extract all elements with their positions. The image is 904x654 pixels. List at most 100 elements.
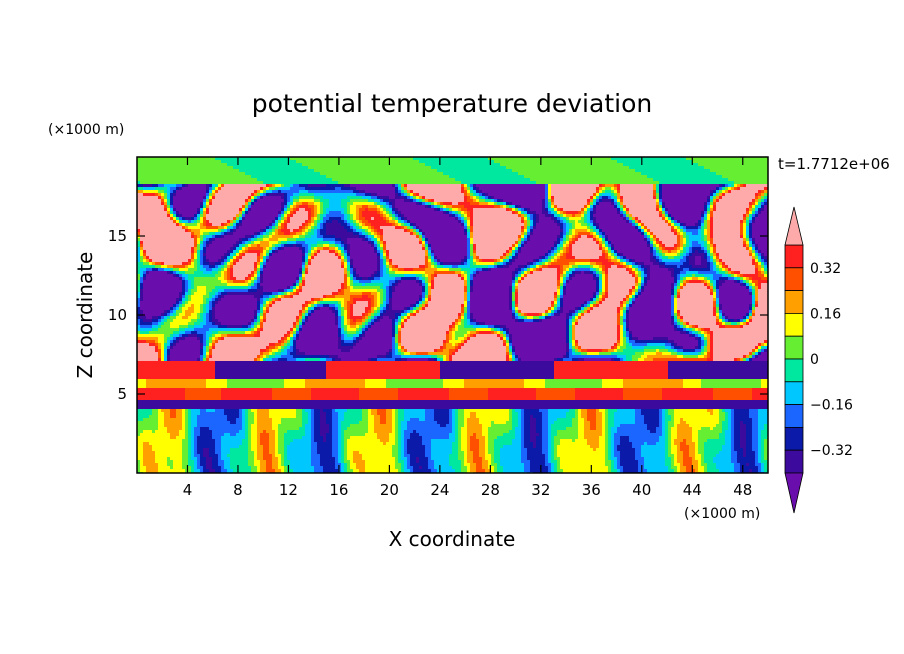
heatmap-cell bbox=[356, 220, 360, 224]
heatmap-cell bbox=[542, 259, 546, 263]
heatmap-cell bbox=[656, 352, 663, 356]
heatmap-cell bbox=[752, 304, 756, 308]
heatmap-cell bbox=[281, 244, 285, 248]
heatmap-cell bbox=[296, 277, 300, 281]
heatmap-cell bbox=[302, 316, 306, 320]
heatmap-cell bbox=[710, 328, 768, 332]
heatmap-cell bbox=[287, 205, 291, 209]
heatmap-cell bbox=[296, 346, 339, 350]
heatmap-cell bbox=[227, 265, 231, 269]
heatmap-cell bbox=[707, 205, 711, 209]
heatmap-cell bbox=[674, 349, 678, 353]
heatmap-cell bbox=[752, 292, 756, 296]
heatmap-cell bbox=[704, 340, 708, 344]
heatmap-cell bbox=[212, 322, 216, 326]
heatmap-cell bbox=[368, 241, 372, 245]
heatmap-cell bbox=[395, 223, 399, 227]
heatmap-cell bbox=[224, 268, 228, 272]
heatmap-cell bbox=[152, 184, 159, 188]
heatmap-cell bbox=[143, 277, 147, 281]
heatmap-cell bbox=[536, 265, 540, 269]
heatmap-cell bbox=[359, 337, 363, 341]
heatmap-cell bbox=[428, 262, 432, 266]
heatmap-cell bbox=[215, 334, 222, 338]
heatmap-cell bbox=[494, 325, 501, 329]
heatmap-cell bbox=[287, 238, 297, 242]
heatmap-cell bbox=[707, 217, 711, 221]
heatmap-cell bbox=[458, 265, 471, 269]
heatmap-cell bbox=[380, 295, 384, 299]
heatmap-cell bbox=[377, 295, 381, 299]
heatmap-cell bbox=[635, 295, 639, 299]
heatmap-cell bbox=[344, 289, 351, 293]
heatmap-cell bbox=[512, 310, 516, 314]
heatmap-cell bbox=[365, 316, 369, 320]
heatmap-cell bbox=[341, 289, 345, 293]
heatmap-cell bbox=[575, 313, 579, 317]
heatmap-cell bbox=[470, 238, 474, 242]
heatmap-cell bbox=[605, 268, 609, 272]
heatmap-cell bbox=[758, 247, 768, 251]
heatmap-cell bbox=[662, 217, 666, 221]
heatmap-cell bbox=[182, 289, 186, 293]
heatmap-cell bbox=[644, 262, 654, 266]
heatmap-cell bbox=[650, 265, 660, 269]
heatmap-cell bbox=[293, 331, 297, 335]
heatmap-cell bbox=[338, 343, 342, 347]
heatmap-cell bbox=[596, 301, 600, 305]
heatmap-cell bbox=[170, 310, 174, 314]
heatmap-cell bbox=[521, 220, 525, 224]
heatmap-cell bbox=[263, 355, 267, 359]
heatmap-cell bbox=[182, 304, 186, 308]
heatmap-cell bbox=[308, 184, 327, 188]
heatmap-cell bbox=[410, 220, 459, 224]
heatmap-cell bbox=[158, 193, 162, 197]
heatmap-cell bbox=[599, 196, 603, 200]
heatmap-cell bbox=[395, 325, 399, 329]
heatmap-cell bbox=[428, 265, 432, 269]
heatmap-cell bbox=[686, 223, 696, 227]
heatmap-cell bbox=[764, 193, 768, 197]
heatmap-cell bbox=[710, 286, 714, 290]
heatmap-cell bbox=[254, 295, 261, 299]
heatmap-cell bbox=[347, 250, 351, 254]
heatmap-cell bbox=[590, 214, 594, 218]
heatmap-cell bbox=[206, 205, 210, 209]
heatmap-cell bbox=[392, 214, 396, 218]
heatmap-cell bbox=[515, 283, 519, 287]
heatmap-cell bbox=[620, 199, 624, 203]
heatmap-cell bbox=[539, 265, 543, 269]
heatmap-cell bbox=[308, 232, 315, 236]
heatmap-cell bbox=[599, 352, 612, 356]
heatmap-cell bbox=[299, 277, 303, 281]
heatmap-cell bbox=[443, 205, 447, 209]
heatmap-cell bbox=[209, 208, 240, 212]
heatmap-cell bbox=[722, 304, 750, 308]
heatmap-cell bbox=[296, 331, 300, 335]
heatmap-cell bbox=[716, 187, 720, 191]
heatmap-cell bbox=[311, 229, 315, 233]
heatmap-cell bbox=[620, 322, 624, 326]
heatmap-cell bbox=[647, 226, 672, 230]
heatmap-cell bbox=[188, 280, 192, 284]
heatmap-cell bbox=[593, 301, 597, 305]
heatmap-cell bbox=[722, 283, 741, 287]
heatmap-cell bbox=[164, 184, 177, 188]
heatmap-cell bbox=[713, 310, 717, 314]
heatmap-cell bbox=[140, 238, 195, 242]
heatmap-cell bbox=[743, 316, 747, 320]
heatmap-cell bbox=[389, 250, 426, 254]
heatmap-cell bbox=[680, 229, 684, 233]
heatmap-cell bbox=[137, 223, 177, 227]
heatmap-cell bbox=[650, 277, 675, 281]
heatmap-cell bbox=[458, 346, 462, 350]
heatmap-cell bbox=[158, 325, 162, 329]
heatmap-cell bbox=[338, 331, 342, 335]
heatmap-cell bbox=[710, 208, 714, 212]
heatmap-cell bbox=[311, 211, 315, 215]
heatmap-cell bbox=[464, 187, 468, 191]
heatmap-cell bbox=[221, 232, 225, 236]
heatmap-cell bbox=[137, 211, 168, 215]
heatmap-cell bbox=[200, 238, 204, 242]
heatmap-cell bbox=[437, 268, 450, 272]
